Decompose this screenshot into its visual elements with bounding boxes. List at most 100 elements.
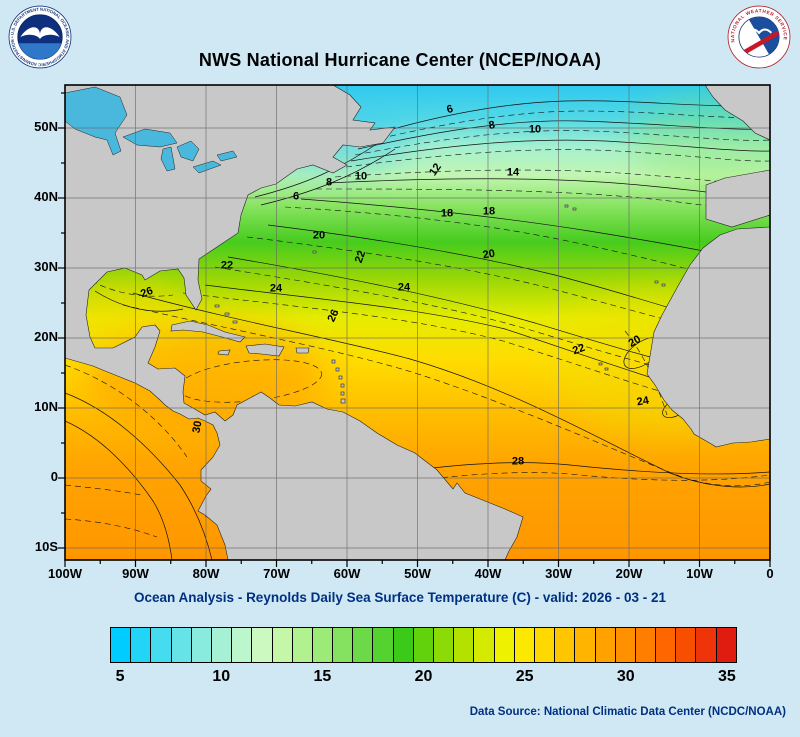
land-americas	[65, 85, 524, 560]
colorbar-segment-26	[635, 628, 657, 662]
colorbar-tick-15: 15	[313, 668, 332, 685]
colorbar-segment-28	[676, 628, 697, 662]
colorbar-segment-13	[373, 628, 394, 662]
colorbar-segment-27	[656, 628, 677, 662]
colorbar-segment-7	[252, 628, 273, 662]
island-antilles	[335, 367, 340, 372]
inland-water	[65, 86, 238, 174]
noaa-ocean-shape	[17, 43, 63, 60]
colorbar-segment-14	[393, 628, 414, 662]
colorbar-segment-16	[434, 628, 455, 662]
lon-label-20W: 20W	[615, 566, 643, 581]
colorbar-segment-19	[494, 628, 515, 662]
island-antilles	[340, 383, 345, 388]
page-title: NWS National Hurricane Center (NCEP/NOAA…	[198, 50, 602, 70]
colorbar-segment-0	[111, 628, 132, 662]
colorbar-segment-2	[151, 628, 172, 662]
colorbar-segment-29	[696, 628, 717, 662]
colorbar-tick-20: 20	[414, 668, 433, 685]
nws-emblem-art	[740, 16, 780, 57]
colorbar-segment-15	[413, 628, 434, 662]
island-bahamas	[232, 320, 238, 324]
lon-label-70W: 70W	[263, 566, 290, 581]
contour-label-10-5: 10	[354, 170, 368, 183]
sst-map	[58, 84, 771, 567]
island-cuba	[170, 320, 246, 343]
colorbar-segment-25	[615, 628, 636, 662]
lon-label-80W: 80W	[192, 566, 220, 581]
nws-logo: NATIONAL WEATHER SERVICE	[727, 5, 791, 69]
colorbar-segment-10	[312, 628, 334, 662]
colorbar-segment-12	[353, 628, 374, 662]
colorbar-segment-23	[575, 628, 596, 662]
noaa-gull-icon	[20, 27, 60, 40]
contour-label-20-11: 20	[481, 247, 496, 262]
lon-label-90W: 90W	[122, 566, 149, 581]
colorbar-segment-5	[211, 628, 233, 662]
contour-label-30-22: 30	[190, 419, 205, 434]
caribbean-islands	[170, 204, 666, 404]
island-azores	[572, 207, 577, 211]
lat-label-10S: 10S	[34, 539, 58, 554]
lat-label-20N: 20N	[34, 329, 58, 344]
land-africa	[646, 226, 770, 448]
island-bermuda	[312, 250, 317, 254]
island-canary	[661, 283, 666, 287]
lat-label-40N: 40N	[34, 189, 58, 204]
colorbar-tick-10: 10	[212, 668, 231, 685]
lon-label-30W: 30W	[545, 566, 572, 581]
colorbar-segment-22	[555, 628, 576, 662]
axis-ticks	[58, 92, 771, 567]
island-jamaica	[217, 349, 231, 356]
lon-label-0: 0	[766, 566, 774, 581]
colorbar-segment-8	[272, 628, 293, 662]
island-bahamas	[224, 312, 230, 316]
contour-label-24-14: 24	[269, 282, 283, 295]
colorbar-segment-18	[474, 628, 495, 662]
contour-label-18-9: 18	[482, 205, 496, 218]
map-subtitle: Ocean Analysis - Reynolds Daily Sea Surf…	[134, 590, 666, 605]
island-trinidad	[340, 398, 346, 404]
colorbar-segment-20	[514, 628, 535, 662]
colorbar-segment-3	[171, 628, 192, 662]
contour-label-22-12: 22	[220, 259, 234, 272]
land-iberia	[705, 169, 770, 228]
colorbar-segment-24	[595, 628, 616, 662]
lat-label-0: 0	[50, 469, 58, 484]
contour-label-14-7: 14	[506, 166, 520, 179]
lat-label-10N: 10N	[34, 399, 58, 414]
contour-label-20-10: 20	[312, 229, 326, 242]
contour-label-6-4: 6	[292, 190, 300, 203]
lon-label-100W: 100W	[48, 566, 82, 581]
colorbar-segment-11	[333, 628, 354, 662]
contour-label-18-8: 18	[440, 207, 454, 220]
noaa-logo: NATIONAL OCEANIC AND ATMOSPHERIC ADMINIS…	[8, 5, 72, 69]
lake-michigan	[160, 146, 176, 172]
lat-label-30N: 30N	[34, 259, 58, 274]
colorbar-segment-9	[292, 628, 313, 662]
island-azores	[564, 204, 569, 208]
lake-ontario	[216, 150, 238, 162]
island-cape-verde	[604, 367, 609, 371]
lat-label-50N: 50N	[34, 119, 58, 134]
colorbar	[110, 627, 737, 663]
contour-label-28-21: 28	[511, 455, 525, 468]
data-source-credit: Data Source: National Climatic Data Cent…	[469, 706, 786, 718]
colorbar-tick-35: 35	[717, 668, 736, 685]
colorbar-segment-6	[232, 628, 253, 662]
land-masses	[65, 85, 770, 560]
island-antilles	[331, 359, 336, 364]
nws-gull-icon	[745, 28, 773, 35]
contour-label-24-20: 24	[635, 394, 650, 409]
island-bahamas	[214, 304, 220, 308]
colorbar-segment-4	[191, 628, 212, 662]
contour-label-24-15: 24	[397, 281, 411, 294]
lon-label-40W: 40W	[474, 566, 502, 581]
colorbar-segment-30	[716, 628, 736, 662]
colorbar-segment-17	[454, 628, 475, 662]
colorbar-segment-1	[131, 628, 152, 662]
island-cape-verde	[598, 362, 603, 366]
colorbar-tick-25: 25	[515, 668, 534, 685]
lake-superior	[122, 128, 178, 148]
